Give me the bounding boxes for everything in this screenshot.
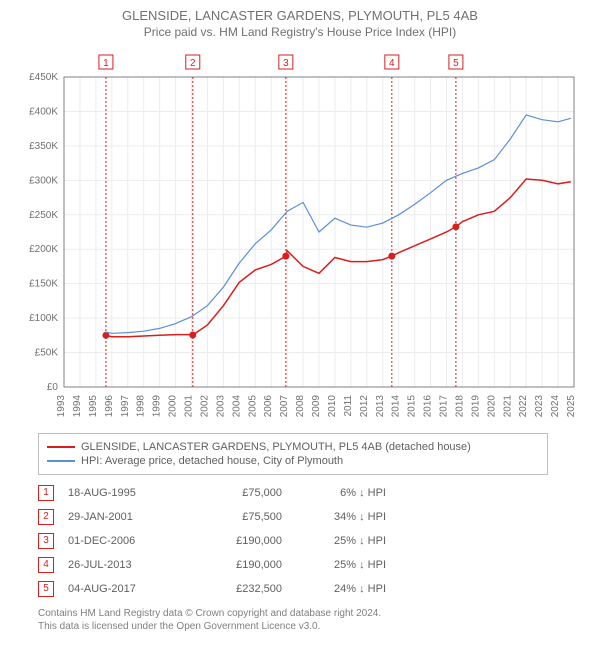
- svg-text:2010: 2010: [327, 395, 338, 418]
- svg-text:1999: 1999: [152, 395, 163, 418]
- chart-plot: £0 £50K £100K £150K £200K £250K £300K £350K £400…: [10, 45, 590, 425]
- svg-text:2005: 2005: [247, 395, 258, 418]
- svg-text:2017: 2017: [439, 395, 450, 418]
- event-price: £190,000: [192, 559, 282, 571]
- event-date: 18-AUG-1995: [68, 487, 178, 499]
- legend-item: GLENSIDE, LANCASTER GARDENS, PLYMOUTH, P…: [47, 440, 539, 454]
- event-row: 2 29-JAN-2001 £75,500 34% ↓ HPI: [38, 505, 548, 529]
- svg-text:2019: 2019: [470, 395, 481, 418]
- legend-box: GLENSIDE, LANCASTER GARDENS, PLYMOUTH, P…: [38, 433, 548, 475]
- svg-text:2009: 2009: [311, 395, 322, 418]
- svg-text:1993: 1993: [56, 395, 67, 418]
- legend-label: HPI: Average price, detached house, City…: [81, 455, 343, 467]
- legend-swatch: [47, 460, 75, 462]
- svg-text:5: 5: [453, 58, 459, 69]
- svg-text:2012: 2012: [359, 395, 370, 418]
- event-date: 01-DEC-2006: [68, 535, 178, 547]
- svg-text:£300K: £300K: [29, 175, 58, 186]
- svg-text:2008: 2008: [295, 395, 306, 418]
- event-row: 4 26-JUL-2013 £190,000 25% ↓ HPI: [38, 553, 548, 577]
- svg-text:£50K: £50K: [35, 348, 59, 359]
- event-hpi-diff: 24% ↓ HPI: [296, 583, 386, 595]
- legend-swatch: [47, 446, 75, 448]
- legend-item: HPI: Average price, detached house, City…: [47, 454, 539, 468]
- svg-text:4: 4: [389, 58, 395, 69]
- legend-label: GLENSIDE, LANCASTER GARDENS, PLYMOUTH, P…: [81, 441, 471, 453]
- svg-text:2001: 2001: [184, 395, 195, 418]
- svg-text:1997: 1997: [120, 395, 131, 418]
- event-date: 26-JUL-2013: [68, 559, 178, 571]
- svg-text:£100K: £100K: [29, 313, 58, 324]
- svg-text:2023: 2023: [534, 395, 545, 418]
- svg-text:£150K: £150K: [29, 279, 58, 290]
- event-row: 5 04-AUG-2017 £232,500 24% ↓ HPI: [38, 577, 548, 601]
- svg-text:2004: 2004: [231, 395, 242, 418]
- footer-attribution: Contains HM Land Registry data © Crown c…: [38, 607, 548, 633]
- svg-text:2022: 2022: [518, 395, 529, 418]
- svg-text:1994: 1994: [72, 395, 83, 418]
- chart-title-sub: Price paid vs. HM Land Registry's House …: [10, 25, 590, 39]
- svg-text:2020: 2020: [486, 395, 497, 418]
- svg-text:£250K: £250K: [29, 210, 58, 221]
- svg-text:3: 3: [283, 58, 289, 69]
- event-number-box: 3: [38, 533, 54, 549]
- svg-text:2024: 2024: [550, 395, 561, 418]
- svg-text:2002: 2002: [199, 395, 210, 418]
- svg-text:2007: 2007: [279, 395, 290, 418]
- event-date: 04-AUG-2017: [68, 583, 178, 595]
- event-hpi-diff: 34% ↓ HPI: [296, 511, 386, 523]
- event-date: 29-JAN-2001: [68, 511, 178, 523]
- event-row: 1 18-AUG-1995 £75,000 6% ↓ HPI: [38, 481, 548, 505]
- chart-svg: £0 £50K £100K £150K £200K £250K £300K £350K £400…: [10, 45, 590, 425]
- footer-line: This data is licensed under the Open Gov…: [38, 620, 548, 633]
- svg-text:£200K: £200K: [29, 244, 58, 255]
- chart-container: GLENSIDE, LANCASTER GARDENS, PLYMOUTH, P…: [0, 0, 600, 639]
- event-hpi-diff: 6% ↓ HPI: [296, 487, 386, 499]
- event-row: 3 01-DEC-2006 £190,000 25% ↓ HPI: [38, 529, 548, 553]
- event-price: £75,000: [192, 487, 282, 499]
- svg-text:£0: £0: [47, 382, 59, 393]
- event-hpi-diff: 25% ↓ HPI: [296, 535, 386, 547]
- svg-text:2006: 2006: [263, 395, 274, 418]
- footer-line: Contains HM Land Registry data © Crown c…: [38, 607, 548, 620]
- svg-text:1998: 1998: [136, 395, 147, 418]
- event-price: £232,500: [192, 583, 282, 595]
- chart-title-main: GLENSIDE, LANCASTER GARDENS, PLYMOUTH, P…: [10, 8, 590, 23]
- svg-text:£350K: £350K: [29, 141, 58, 152]
- event-number-box: 4: [38, 557, 54, 573]
- svg-text:2025: 2025: [566, 395, 577, 418]
- svg-text:2016: 2016: [423, 395, 434, 418]
- svg-text:2018: 2018: [454, 395, 465, 418]
- svg-text:2014: 2014: [391, 395, 402, 418]
- events-table: 1 18-AUG-1995 £75,000 6% ↓ HPI 2 29-JAN-2001 £…: [38, 481, 548, 601]
- event-price: £190,000: [192, 535, 282, 547]
- svg-text:2000: 2000: [168, 395, 179, 418]
- event-price: £75,500: [192, 511, 282, 523]
- svg-text:1: 1: [103, 58, 109, 69]
- svg-text:2011: 2011: [343, 395, 354, 417]
- svg-text:£400K: £400K: [29, 106, 58, 117]
- svg-text:1996: 1996: [104, 395, 115, 418]
- event-hpi-diff: 25% ↓ HPI: [296, 559, 386, 571]
- event-number-box: 1: [38, 485, 54, 501]
- svg-text:2: 2: [190, 58, 196, 69]
- svg-text:2015: 2015: [407, 395, 418, 418]
- svg-text:1995: 1995: [88, 395, 99, 418]
- svg-text:£450K: £450K: [29, 72, 58, 83]
- svg-text:2013: 2013: [375, 395, 386, 418]
- event-number-box: 2: [38, 509, 54, 525]
- svg-text:2021: 2021: [502, 395, 513, 418]
- svg-text:2003: 2003: [215, 395, 226, 418]
- event-number-box: 5: [38, 581, 54, 597]
